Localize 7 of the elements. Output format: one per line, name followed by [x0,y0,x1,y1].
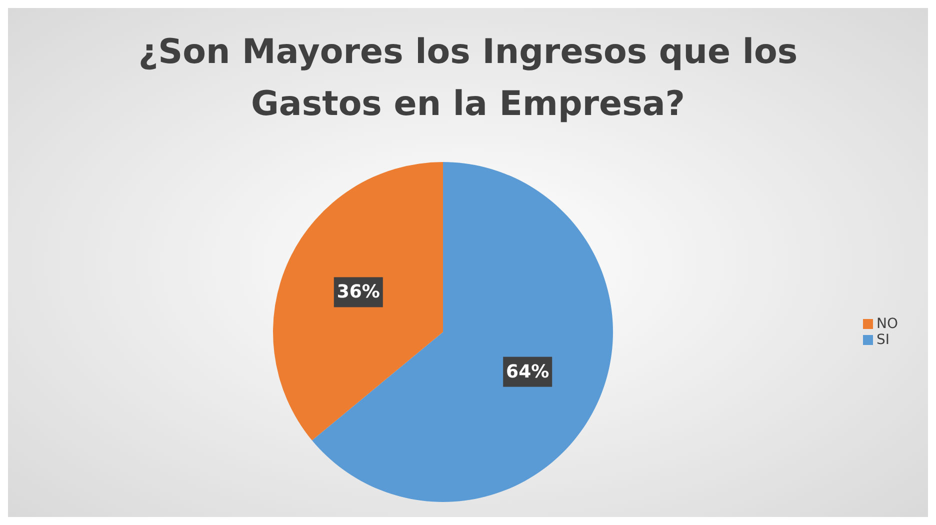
legend-label: NO [876,316,898,332]
data-label: 64% [506,361,550,382]
pie-slice [273,162,443,440]
legend-label: SI [876,332,890,348]
data-label: 36% [336,282,380,303]
chart-title: ¿Son Mayores los Ingresos que los Gastos en la Empresa? [137,31,799,126]
pie-slice [312,162,613,502]
